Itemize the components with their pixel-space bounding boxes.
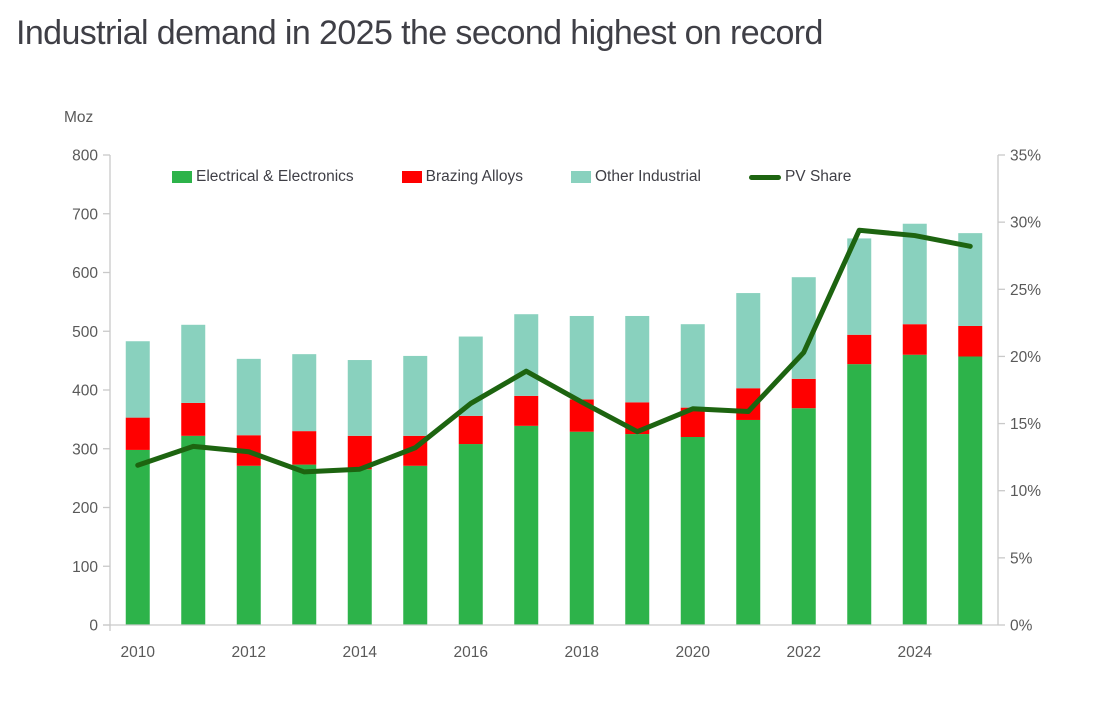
pv-share-line: [135, 227, 973, 475]
chart-legend: Electrical & Electronics Brazing Alloys …: [172, 167, 851, 187]
bar-other-2018: [569, 315, 594, 400]
bar-brazing-2024: [902, 324, 927, 355]
bar-electrical-2014: [347, 469, 372, 625]
bar-electrical-2020: [680, 437, 705, 625]
left-axis-tick-label: 200: [72, 500, 98, 517]
right-axis-tick-label: 20%: [1010, 349, 1041, 366]
bar-electrical-2012: [236, 465, 261, 625]
legend-item-other-industrial: Other Industrial: [571, 168, 701, 186]
left-axis-tick-label: 800: [72, 148, 98, 165]
right-axis-tick-label: 0%: [1010, 618, 1033, 635]
x-axis-tick-label-2010: 2010: [121, 644, 156, 661]
bar-electrical-2019: [625, 434, 650, 625]
right-axis-tick-label: 10%: [1010, 483, 1041, 500]
legend-swatch-teal-icon: [571, 171, 591, 183]
chart-title: Industrial demand in 2025 the second hig…: [16, 14, 823, 52]
legend-swatch-red-icon: [401, 171, 422, 183]
bar-electrical-2011: [181, 435, 206, 625]
bar-brazing-2013: [292, 431, 317, 465]
x-axis-tick-label-2020: 2020: [676, 644, 711, 661]
right-axis-tick-label: 5%: [1010, 550, 1033, 567]
bar-electrical-2015: [403, 465, 428, 625]
bar-brazing-2016: [458, 415, 483, 445]
legend-item-pv-share: PV Share: [748, 168, 852, 186]
left-axis-tick-label: 400: [72, 383, 98, 400]
right-axis-tick-label: 25%: [1010, 282, 1041, 299]
bar-other-2019: [625, 315, 650, 403]
legend-item-brazing-alloys: Brazing Alloys: [401, 168, 523, 186]
legend-pv-line-icon: [748, 174, 781, 180]
bar-electrical-2023: [847, 364, 872, 625]
x-axis-tick-label-2012: 2012: [232, 644, 266, 661]
legend-label-pv-share: PV Share: [784, 168, 852, 185]
left-axis-unit-label: Moz: [64, 109, 93, 126]
bar-other-2014: [347, 360, 372, 436]
left-axis-tick-label: 500: [72, 324, 98, 341]
bar-electrical-2018: [569, 431, 594, 625]
left-axis-tick-label: 600: [72, 265, 98, 282]
bar-electrical-2021: [736, 419, 761, 625]
x-axis-tick-label-2024: 2024: [898, 644, 933, 661]
bar-electrical-2013: [292, 464, 317, 625]
x-axis-tick-label-2018: 2018: [565, 644, 599, 661]
legend-item-electrical-electronics: Electrical & Electronics: [172, 168, 354, 186]
bar-electrical-2022: [791, 408, 816, 625]
bar-other-2020: [680, 324, 705, 408]
bar-other-2023: [847, 238, 872, 335]
bar-brazing-2025: [958, 325, 983, 357]
bar-electrical-2017: [514, 425, 539, 625]
legend-swatch-green-icon: [172, 171, 192, 183]
x-axis-tick-label-2016: 2016: [454, 644, 488, 661]
left-axis-tick-label: 700: [72, 206, 98, 223]
bar-electrical-2016: [458, 444, 483, 625]
bar-electrical-2010: [125, 449, 150, 625]
bar-brazing-2022: [791, 378, 816, 409]
legend-label-brazing-alloys: Brazing Alloys: [425, 168, 523, 185]
bar-other-2013: [292, 354, 317, 432]
x-axis-tick-label-2014: 2014: [343, 644, 378, 661]
bar-other-2015: [403, 355, 428, 436]
bar-other-2012: [236, 358, 261, 436]
bar-other-2024: [902, 223, 927, 325]
bar-brazing-2010: [125, 417, 150, 450]
legend-label-other-industrial: Other Industrial: [595, 168, 701, 185]
left-axis-tick-label: 300: [72, 441, 98, 458]
bar-brazing-2011: [181, 402, 206, 436]
right-axis-tick-label: 15%: [1010, 416, 1041, 433]
bar-other-2017: [514, 314, 539, 396]
left-axis-tick-label: 0: [89, 618, 98, 635]
bar-other-2011: [181, 324, 206, 403]
right-axis-tick-label: 35%: [1010, 148, 1041, 165]
bar-electrical-2024: [902, 354, 927, 625]
x-axis-tick-label-2022: 2022: [787, 644, 821, 661]
legend-label-electrical-electronics: Electrical & Electronics: [196, 168, 354, 185]
bar-other-2021: [736, 293, 761, 389]
bar-electrical-2025: [958, 356, 983, 625]
left-axis-tick-label: 100: [72, 559, 98, 576]
bar-brazing-2017: [514, 395, 539, 426]
bar-other-2010: [125, 341, 150, 418]
right-axis-tick-label: 30%: [1010, 215, 1041, 232]
bar-brazing-2023: [847, 334, 872, 365]
